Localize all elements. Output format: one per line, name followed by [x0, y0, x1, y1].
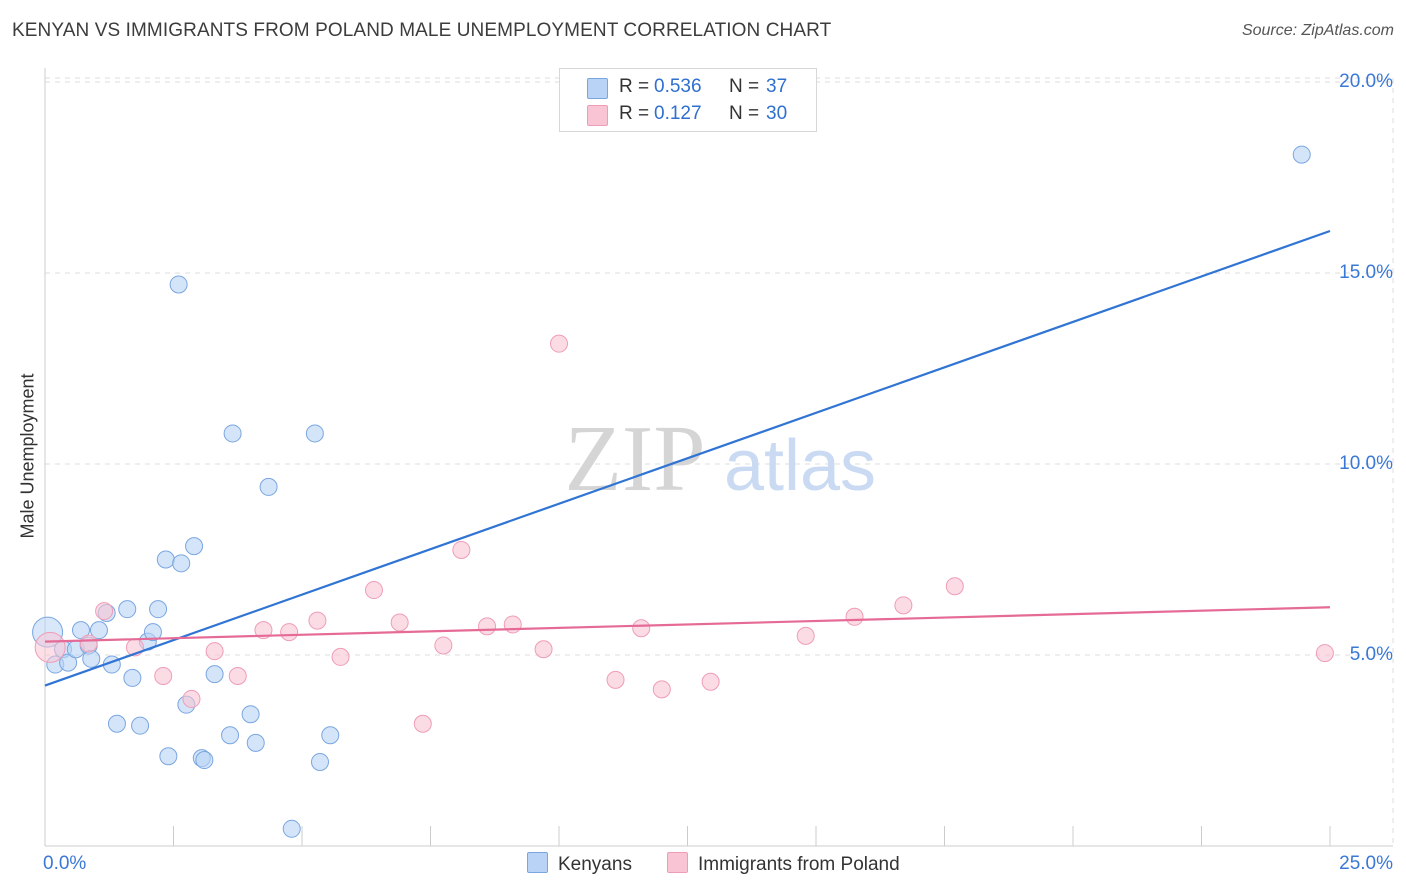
- tick-labels: 5.0% 10.0% 15.0% 20.0% 0.0% 25.0%: [43, 71, 1393, 874]
- poland-point: [34, 631, 66, 663]
- poland-point: [1315, 644, 1334, 663]
- kenyan-point: [195, 751, 214, 770]
- bottom-legend-label-poland: Immigrants from Poland: [698, 854, 900, 875]
- x-tick-label: 0.0%: [43, 853, 86, 874]
- legend-swatch-poland: [587, 105, 608, 126]
- legend-n-value: 37: [766, 76, 788, 97]
- kenyan-point: [82, 649, 101, 668]
- kenyan-point: [1292, 145, 1311, 164]
- kenyan-point: [321, 726, 340, 745]
- x-tick-label: 25.0%: [1339, 853, 1393, 874]
- kenyan-point: [246, 733, 265, 752]
- trend-lines: [44, 229, 1331, 687]
- poland-point: [534, 640, 553, 659]
- poland-point: [254, 621, 273, 640]
- poland-point: [550, 334, 568, 353]
- legend-n-label: N =: [729, 103, 760, 124]
- poland-point: [845, 607, 864, 626]
- kenyan-point: [205, 665, 224, 684]
- y-tick-label: 10.0%: [1339, 453, 1393, 474]
- source-label: Source: ZipAtlas.com: [1241, 22, 1394, 39]
- poland-point: [606, 670, 625, 689]
- kenyan-trend-line: [44, 229, 1331, 687]
- kenyan-point: [131, 716, 150, 735]
- gridlines: [45, 77, 1394, 846]
- poland-point: [154, 667, 173, 686]
- bottom-legend-swatch-poland: [667, 852, 688, 873]
- kenyan-point: [71, 621, 90, 640]
- poland-point: [413, 714, 432, 733]
- chart-title: KENYAN VS IMMIGRANTS FROM POLAND MALE UN…: [12, 20, 832, 41]
- poland-point: [95, 602, 114, 621]
- kenyan-point: [59, 653, 78, 672]
- kenyan-point: [118, 600, 137, 619]
- kenyan-point: [123, 668, 142, 687]
- watermark: ZIP atlas: [565, 407, 877, 511]
- poland-point: [796, 626, 815, 645]
- poland-point: [205, 642, 224, 661]
- poland-point: [390, 613, 409, 632]
- poland-point: [308, 611, 327, 630]
- kenyan-point: [159, 747, 178, 766]
- kenyan-point: [172, 554, 191, 573]
- poland-point: [280, 623, 299, 642]
- kenyan-point: [259, 477, 278, 496]
- poland-point: [701, 672, 720, 691]
- kenyan-point: [223, 424, 242, 443]
- kenyan-point: [241, 705, 260, 724]
- kenyan-point: [89, 621, 108, 640]
- watermark-atlas: atlas: [724, 426, 876, 506]
- legend-n-value: 30: [766, 103, 788, 124]
- poland-point: [478, 617, 497, 636]
- legend: R = 0.536 N = 37 R = 0.127 N = 30: [559, 68, 817, 132]
- y-tick-label: 15.0%: [1339, 262, 1393, 283]
- poland-point: [182, 689, 201, 708]
- kenyan-point: [169, 275, 188, 294]
- poland-point: [894, 596, 913, 615]
- kenyan-point: [143, 623, 162, 642]
- poland-point: [79, 634, 98, 653]
- poland-point: [434, 636, 453, 655]
- poland-trend-line: [44, 606, 1331, 643]
- data-points: [32, 145, 1334, 838]
- legend-n-label: N =: [729, 76, 760, 97]
- bottom-legend-label-kenyans: Kenyans: [558, 854, 632, 875]
- kenyan-point: [156, 550, 175, 569]
- kenyan-point: [282, 819, 301, 838]
- legend-r-value: 0.536: [654, 76, 702, 97]
- kenyan-point: [107, 714, 126, 733]
- poland-point: [228, 667, 247, 686]
- poland-point: [945, 577, 964, 596]
- legend-swatch-kenyans: [587, 78, 608, 99]
- bottom-legend-kenyans: Kenyans: [527, 852, 632, 876]
- bottom-legend-swatch-kenyans: [527, 852, 548, 873]
- y-tick-label: 5.0%: [1350, 644, 1393, 665]
- y-axis-label: Male Unemployment: [17, 373, 38, 539]
- kenyan-point: [310, 752, 329, 771]
- legend-r-value: 0.127: [654, 103, 702, 124]
- kenyan-point: [185, 537, 204, 556]
- poland-point: [331, 647, 350, 666]
- axes: [44, 68, 1393, 847]
- kenyan-point: [305, 424, 324, 443]
- y-tick-label: 20.0%: [1339, 71, 1393, 92]
- poland-point: [632, 619, 651, 638]
- poland-point: [503, 615, 522, 634]
- kenyan-point: [149, 600, 168, 619]
- kenyan-point: [221, 726, 240, 745]
- legend-r-label: R =: [619, 76, 650, 97]
- bottom-legend-poland: Immigrants from Poland: [667, 852, 900, 876]
- poland-point: [364, 581, 383, 600]
- poland-point: [452, 540, 471, 559]
- legend-r-label: R =: [619, 103, 650, 124]
- poland-point: [652, 680, 671, 699]
